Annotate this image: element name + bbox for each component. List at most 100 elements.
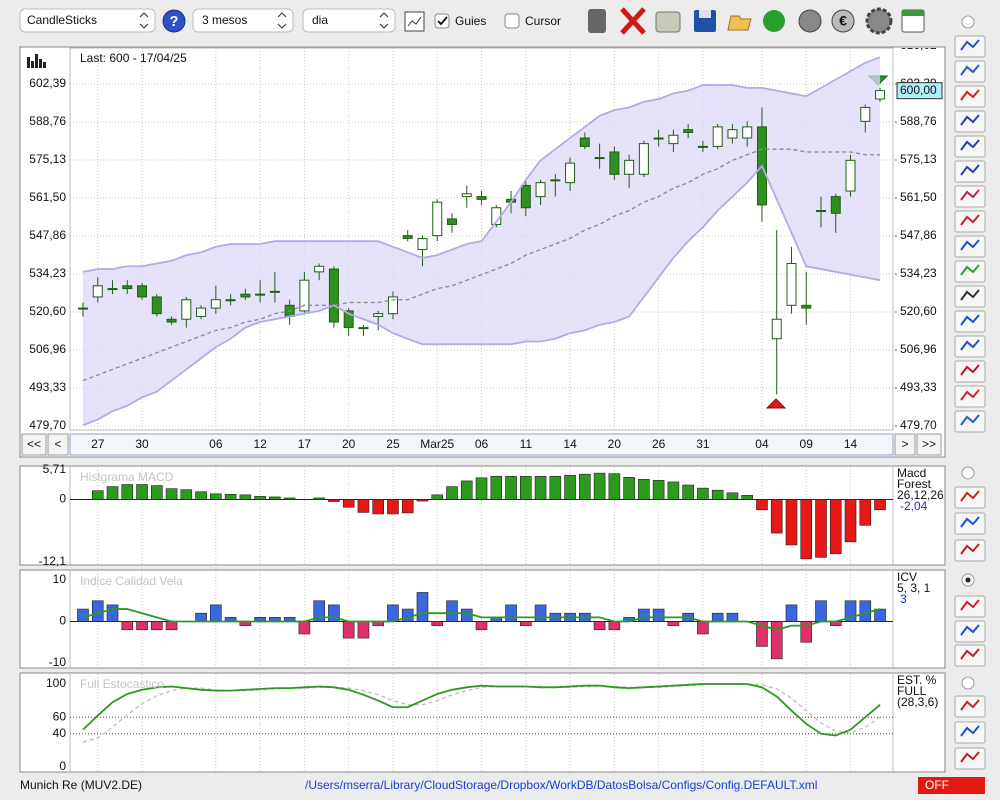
tool-button[interactable] (954, 360, 986, 383)
tool-glyph (960, 490, 980, 502)
bar (151, 621, 163, 631)
prev-button[interactable] (47, 433, 69, 456)
tool-button[interactable] (954, 310, 986, 333)
cursor-checkbox[interactable] (504, 13, 520, 29)
panel-title: Indice Calidad Vela (80, 574, 183, 588)
tool-button[interactable] (954, 512, 986, 535)
tool-button[interactable] (954, 135, 986, 158)
x-tick-label: 27 (91, 437, 105, 451)
candle-body (550, 179, 561, 182)
panel-title: Last: 600 - 17/04/25 (80, 51, 187, 65)
y-tick-label: 5,71 (43, 462, 67, 476)
open-icon[interactable] (727, 15, 752, 31)
tool-button[interactable] (954, 60, 986, 83)
y-tick-label: 40 (53, 726, 67, 740)
tool-button[interactable] (954, 285, 986, 308)
tool-glyph (960, 189, 980, 201)
series-line (82, 683, 881, 737)
last-button[interactable] (916, 433, 942, 456)
currency-glyph: € (839, 13, 847, 29)
bar (180, 489, 193, 500)
right-tick-group: 520,60 (895, 304, 937, 318)
y-tick-label: 616,02 (900, 38, 937, 52)
y-tick-label: 575,13 (900, 152, 937, 166)
y-tick-label: -12,1 (39, 554, 67, 568)
print-icon[interactable] (655, 11, 681, 33)
tool-button[interactable] (954, 620, 986, 643)
currency-icon[interactable] (831, 9, 855, 33)
tool-button[interactable] (954, 85, 986, 108)
tool-button[interactable] (954, 160, 986, 183)
y-tick-label: 534,23 (29, 266, 66, 280)
interval-select[interactable] (302, 8, 396, 33)
tool-button[interactable] (954, 644, 986, 667)
x-tick-label: 30 (135, 437, 149, 451)
plot-layer (70, 467, 893, 564)
tool-button[interactable] (954, 210, 986, 233)
checkmark (437, 16, 448, 26)
bar (593, 621, 606, 631)
candle-body (328, 268, 339, 323)
tool-button[interactable] (954, 721, 986, 744)
tool-glyph (960, 39, 980, 51)
delete-icon[interactable] (620, 7, 646, 35)
bar (431, 621, 444, 626)
tool-button[interactable] (954, 595, 986, 618)
y-tick-label: 479,70 (29, 418, 66, 432)
candle-body (107, 288, 118, 291)
config-path-link[interactable]: /Users/mserra/Library/CloudStorage/Dropb… (305, 778, 817, 792)
tool-button[interactable] (954, 260, 986, 283)
tool-button[interactable] (954, 185, 986, 208)
indicator-label: (28,3,6) (897, 695, 938, 709)
left-tick-group: 575,13 (29, 152, 66, 166)
y-tick-label: 588,76 (29, 114, 66, 128)
panel-radio[interactable] (961, 15, 975, 29)
trash-icon[interactable] (588, 9, 606, 33)
candle-body (476, 196, 487, 200)
chart-icon[interactable] (404, 11, 425, 32)
tool-button[interactable] (954, 235, 986, 258)
tool-glyph (960, 516, 980, 528)
candle-body (166, 318, 177, 323)
tool-button[interactable] (954, 385, 986, 408)
candle-body (196, 307, 207, 317)
bar (328, 604, 340, 622)
prev-label: < (54, 437, 61, 451)
globe-icon[interactable] (798, 9, 822, 33)
bar (815, 600, 827, 622)
tool-button[interactable] (954, 539, 986, 562)
help-button[interactable] (162, 9, 186, 33)
tool-glyph (960, 414, 980, 426)
guides-checkbox[interactable] (434, 13, 450, 29)
status-badge[interactable] (918, 777, 985, 794)
chart-type-select[interactable] (19, 8, 156, 33)
x-tick-label: 06 (209, 437, 223, 451)
bar (579, 473, 591, 500)
tool-button[interactable] (954, 486, 986, 509)
bar (446, 486, 458, 500)
tool-button[interactable] (954, 410, 986, 433)
tool-button[interactable] (954, 110, 986, 133)
x-tick-label: Mar25 (420, 437, 454, 451)
panel-radio[interactable] (961, 466, 975, 480)
candle-body (712, 126, 723, 147)
refresh-icon[interactable] (763, 10, 785, 32)
first-button[interactable] (21, 433, 47, 456)
panel-radio[interactable] (961, 676, 975, 690)
tool-button[interactable] (954, 335, 986, 358)
bar (313, 497, 325, 500)
settings-icon[interactable] (865, 7, 893, 35)
tool-button[interactable] (954, 35, 986, 58)
y-tick-label: 547,86 (900, 228, 937, 242)
next-button[interactable] (894, 433, 916, 456)
candle-body (697, 145, 708, 148)
period-select[interactable] (192, 8, 294, 33)
candle-body (875, 90, 886, 100)
candle-body (181, 299, 192, 320)
tool-button[interactable] (954, 747, 986, 770)
tool-button[interactable] (954, 695, 986, 718)
y-tick-label: -10 (49, 655, 67, 669)
tool-glyph (960, 699, 980, 711)
right-tick-group: 588,76 (895, 114, 937, 128)
bar (697, 487, 709, 500)
